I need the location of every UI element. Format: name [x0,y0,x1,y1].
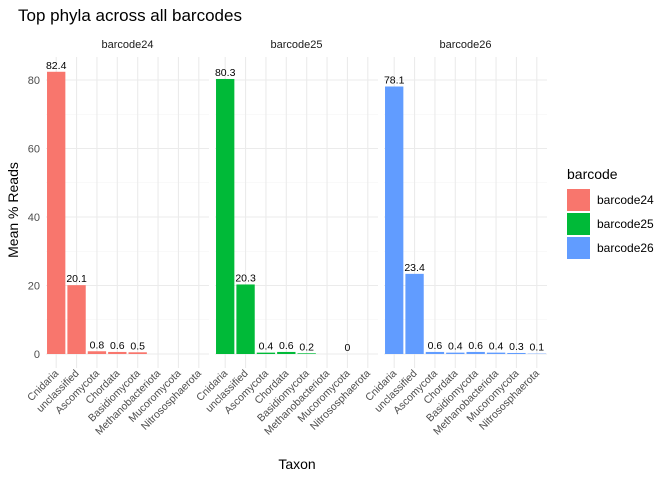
y-tick-label: 0 [34,349,40,361]
bar-barcode26-Cnidaria [385,86,404,354]
data-label: 20.1 [66,273,87,285]
facet-strip-label: barcode26 [440,39,492,51]
data-label: 0.8 [90,339,105,351]
data-label: 0.1 [530,342,545,354]
bar-barcode25-Basidiomycota [297,353,316,354]
data-label: 80.3 [215,67,236,79]
x-axis-title: Taxon [278,456,315,472]
facet-panels: barcode2482.4Cnidaria20.1unclassified0.8… [25,39,547,438]
bar-barcode26-Mucoromycota [507,352,526,354]
y-axis-ticks: 0 20 40 60 80 [28,75,40,361]
bar-barcode25-Chordata [277,351,296,354]
y-axis-title: Mean % Reads [5,162,21,258]
data-label: 0.2 [299,341,314,353]
bar-barcode24-unclassified [67,285,86,354]
bar-barcode26-Chordata [446,352,465,354]
bar-barcode25-Ascomycota [256,352,276,354]
facet-panel-barcode25: barcode2580.3Cnidaria20.3unclassified0.4… [194,39,378,438]
legend-key-barcode24 [567,189,590,211]
bar-barcode25-unclassified [236,284,255,354]
bar-barcode24-Basidiomycota [128,352,147,354]
data-label: 23.4 [404,262,425,274]
data-label: 0.6 [468,340,483,352]
y-tick-label: 40 [28,212,40,224]
data-label: 0.4 [448,341,463,353]
data-label: 0.6 [279,340,294,352]
data-label: 0.4 [489,341,504,353]
bar-barcode24-Chordata [108,351,127,354]
bar-barcode25-Cnidaria [216,78,235,354]
chart-title: Top phyla across all barcodes [18,6,242,25]
data-label: 0 [345,342,351,354]
data-label: 78.1 [384,75,405,87]
data-label: 0.4 [259,341,274,353]
facet-strip-label: barcode24 [102,39,154,51]
legend: barcode barcode24 barcode25 barcode26 [567,166,654,259]
bar-barcode26-Methanobacteriota [486,352,506,354]
facet-panel-barcode26: barcode2678.1Cnidaria23.4unclassified0.6… [363,39,547,438]
bar-barcode24-Cnidaria [47,71,66,354]
data-label: 82.4 [46,60,67,72]
data-label: 0.5 [130,340,145,352]
bar-barcode26-Basidiomycota [466,351,485,354]
legend-key-barcode26 [567,237,590,259]
data-label: 0.6 [110,340,125,352]
data-label: 20.3 [235,272,256,284]
y-tick-label: 80 [28,75,40,87]
facet-panel-barcode24: barcode2482.4Cnidaria20.1unclassified0.8… [25,39,209,438]
data-label: 0.3 [509,341,524,353]
legend-title: barcode [567,166,618,182]
bar-barcode26-Ascomycota [425,351,445,354]
y-tick-label: 20 [28,281,40,293]
bar-barcode24-Ascomycota [87,351,107,354]
bar-barcode26-unclassified [405,273,424,354]
legend-label: barcode26 [597,241,654,255]
legend-key-barcode25 [567,213,590,235]
data-label: 0.6 [428,340,443,352]
facet-strip-label: barcode25 [271,39,323,51]
legend-label: barcode24 [597,193,654,207]
y-tick-label: 60 [28,144,40,156]
legend-label: barcode25 [597,217,654,231]
